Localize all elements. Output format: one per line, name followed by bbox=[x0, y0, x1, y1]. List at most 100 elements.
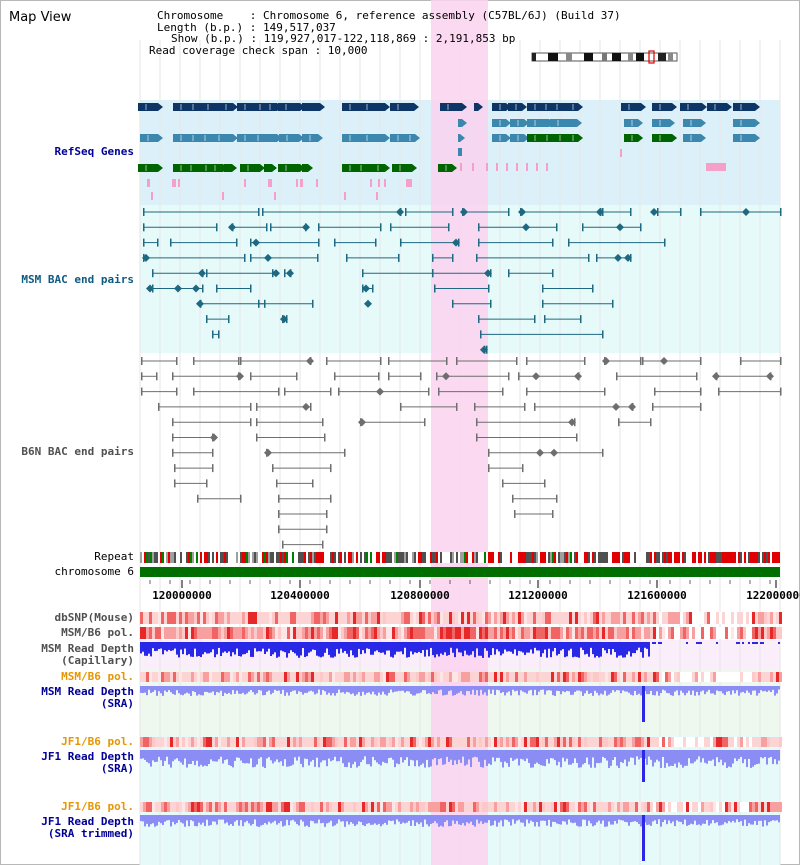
msm-depth-sra-bar bbox=[748, 686, 750, 693]
jf1-depth-sra-bar bbox=[692, 750, 694, 764]
jf1-depth-trimmed-bar bbox=[522, 815, 524, 823]
jf1-b6-polymorphism bbox=[632, 737, 635, 747]
dbsnp-density bbox=[350, 612, 353, 624]
refseq-gene bbox=[237, 134, 277, 142]
jf1-b6-polymorphism-2 bbox=[494, 802, 497, 812]
msm-depth-sra-bar bbox=[688, 686, 690, 691]
repeat-element bbox=[252, 552, 254, 563]
jf1-depth-sra-bar bbox=[364, 750, 366, 757]
track-label-chromosome[interactable]: chromosome 6 bbox=[54, 565, 134, 578]
msm-depth-capillary-bar bbox=[200, 642, 202, 658]
jf1-depth-sra-bar bbox=[406, 750, 408, 758]
b6n-bac-pair-end bbox=[420, 372, 422, 381]
jf1-depth-trimmed-bar bbox=[702, 815, 704, 824]
jf1-depth-trimmed-bar bbox=[460, 815, 462, 826]
msm-depth-sra-bar bbox=[704, 686, 706, 695]
msm-depth-sra-bar bbox=[510, 686, 512, 696]
msm-depth-sra-bar bbox=[678, 686, 680, 696]
track-label-jf1-depth-sra[interactable]: JF1 Read Depth (SRA) bbox=[41, 751, 134, 775]
msm-depth-sra-bar bbox=[396, 686, 398, 692]
jf1-depth-trimmed-bar bbox=[764, 815, 766, 821]
jf1-depth-trimmed-bar bbox=[286, 815, 288, 820]
track-label-msm-b6-pol[interactable]: MSM/B6 pol. bbox=[61, 626, 134, 639]
dbsnp-density bbox=[431, 612, 434, 624]
msm-depth-sra-bar bbox=[768, 686, 770, 691]
track-label-b6n-bac[interactable]: B6N BAC end pairs bbox=[21, 445, 134, 458]
dbsnp-density bbox=[245, 612, 248, 624]
jf1-depth-trimmed-bar bbox=[506, 815, 508, 820]
jf1-b6-polymorphism-2 bbox=[287, 802, 290, 812]
dbsnp-density bbox=[773, 612, 776, 624]
refseq-gene-arrow bbox=[701, 119, 706, 127]
repeat-element bbox=[592, 552, 594, 563]
jf1-b6-polymorphism-2 bbox=[452, 802, 455, 812]
msm-b6-polymorphism bbox=[167, 627, 170, 639]
jf1-depth-sra-bar bbox=[598, 750, 600, 764]
track-label-jf1-b6-pol[interactable]: JF1/B6 pol. bbox=[61, 735, 134, 748]
msm-b6-polymorphism-2 bbox=[674, 672, 677, 682]
jf1-b6-polymorphism-2 bbox=[446, 802, 449, 812]
track-label-refseq[interactable]: RefSeq Genes bbox=[54, 145, 134, 158]
repeat-element bbox=[416, 552, 418, 563]
repeat-element bbox=[146, 552, 148, 563]
dbsnp-density bbox=[662, 612, 665, 624]
track-label-msm-b6-pol-2[interactable]: MSM/B6 pol. bbox=[61, 670, 134, 683]
jf1-b6-polymorphism-2 bbox=[491, 802, 494, 812]
msm-depth-capillary-bar bbox=[354, 642, 356, 658]
msm-b6-polymorphism-2 bbox=[263, 672, 266, 682]
dbsnp-density bbox=[629, 612, 632, 624]
msm-depth-capillary-bar bbox=[510, 642, 512, 652]
track-label-dbsnp[interactable]: dbSNP(Mouse) bbox=[54, 611, 134, 624]
msm-bac-pair-end bbox=[258, 299, 260, 308]
jf1-depth-trimmed-bar bbox=[652, 815, 654, 822]
repeat-element bbox=[318, 552, 320, 563]
track-label-jf1-b6-pol-2[interactable]: JF1/B6 pol. bbox=[61, 800, 134, 813]
repeat-element bbox=[348, 552, 350, 563]
jf1-depth-sra-bar bbox=[754, 750, 756, 765]
msm-b6-polymorphism bbox=[392, 627, 395, 639]
jf1-depth-trimmed-bar bbox=[742, 815, 744, 826]
msm-depth-capillary-bar bbox=[296, 642, 298, 656]
msm-depth-sra-bar bbox=[766, 686, 768, 692]
repeat-element bbox=[564, 552, 566, 563]
track-label-repeat[interactable]: Repeat bbox=[94, 550, 134, 563]
dbsnp-density bbox=[416, 612, 419, 624]
dbsnp-density bbox=[530, 612, 533, 624]
track-label-jf1-depth-trimmed[interactable]: JF1 Read Depth (SRA trimmed) bbox=[41, 816, 134, 840]
dbsnp-density bbox=[317, 612, 320, 624]
assembly-info: Chromosome : Chromosome 6, reference ass… bbox=[149, 10, 621, 56]
msm-depth-sra-bar bbox=[618, 686, 620, 691]
jf1-depth-sra-bar bbox=[536, 750, 538, 763]
jf1-depth-trimmed-bar bbox=[478, 815, 480, 824]
msm-b6-polymorphism-2 bbox=[182, 672, 185, 682]
msm-depth-capillary-bar bbox=[300, 642, 302, 656]
repeat-element bbox=[438, 552, 440, 563]
jf1-b6-polymorphism bbox=[644, 737, 647, 747]
track-label-msm-depth-sra[interactable]: MSM Read Depth (SRA) bbox=[41, 686, 134, 710]
msm-depth-sra-bar bbox=[564, 686, 566, 693]
msm-depth-sra-bar bbox=[648, 686, 650, 695]
jf1-depth-sra-bar bbox=[532, 750, 534, 768]
msm-b6-polymorphism-2 bbox=[326, 672, 329, 682]
repeat-element bbox=[284, 552, 286, 563]
jf1-depth-trimmed-bar bbox=[206, 815, 208, 820]
repeat-element bbox=[722, 552, 724, 563]
jf1-depth-trimmed-bar bbox=[664, 815, 666, 820]
msm-b6-polymorphism bbox=[161, 627, 164, 639]
msm-b6-polymorphism-2 bbox=[746, 672, 749, 682]
jf1-depth-trimmed-bar bbox=[166, 815, 168, 821]
msm-depth-sra-bar bbox=[454, 686, 456, 696]
repeat-element bbox=[352, 552, 354, 563]
msm-bac-pair-end bbox=[236, 238, 238, 247]
repeat-element bbox=[314, 552, 316, 563]
msm-b6-polymorphism bbox=[194, 627, 197, 639]
jf1-b6-polymorphism-2 bbox=[764, 802, 767, 812]
jf1-b6-polymorphism-2 bbox=[221, 802, 224, 812]
jf1-depth-sra-bar bbox=[554, 750, 556, 761]
jf1-depth-trimmed-bar bbox=[536, 815, 538, 823]
track-label-msm-bac[interactable]: MSM BAC end pairs bbox=[21, 273, 134, 286]
repeat-element bbox=[248, 552, 250, 563]
track-label-msm-depth-capillary[interactable]: MSM Read Depth (Capillary) bbox=[41, 643, 134, 667]
jf1-depth-trimmed-bar bbox=[394, 815, 396, 825]
